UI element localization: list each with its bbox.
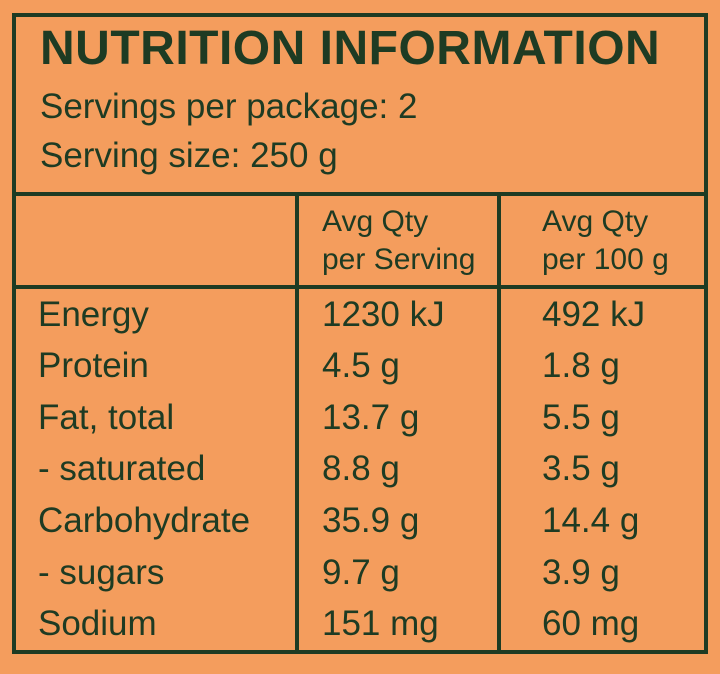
table-body: Energy 1230 kJ 492 kJ Protein 4.5 g 1.8 … xyxy=(16,289,704,650)
nutrient-name: Carbohydrate xyxy=(16,495,299,547)
nutrient-name: Protein xyxy=(16,340,299,393)
serving-size-line: Serving size: 250 g xyxy=(40,136,338,176)
value-per-serving: 1230 kJ xyxy=(299,289,501,341)
header-per-100g-line2: per 100 g xyxy=(542,242,669,276)
value-per-serving: 9.7 g xyxy=(299,546,501,599)
value-per-serving: 13.7 g xyxy=(299,392,501,444)
value-per-100g: 1.8 g xyxy=(542,346,620,386)
value-per-serving: 35.9 g xyxy=(299,495,501,547)
nutrient-name: Sodium xyxy=(16,598,299,650)
nutrition-panel: NUTRITION INFORMATION Servings per packa… xyxy=(12,13,708,654)
nutrient-name: - sugars xyxy=(16,546,299,599)
nutrient-name: Fat, total xyxy=(16,392,299,444)
value-per-100g: 492 kJ xyxy=(542,294,646,334)
header-per-serving-line2: per Serving xyxy=(322,242,476,276)
header-per-100g-column: Avg Qty per 100 g xyxy=(501,196,704,285)
panel-title: NUTRITION INFORMATION xyxy=(40,22,661,75)
servings-per-package-line: Servings per package: 2 xyxy=(40,87,418,127)
header-per-serving-line1: Avg Qty xyxy=(322,204,429,238)
nutrient-name: - saturated xyxy=(16,443,299,496)
header-per-serving-column: Avg Qty per Serving xyxy=(299,196,501,285)
header-per-100g-line1: Avg Qty xyxy=(542,204,649,238)
table-header-row: Avg Qty per Serving Avg Qty per 100 g xyxy=(16,192,704,289)
panel-header: NUTRITION INFORMATION Servings per packa… xyxy=(16,17,704,192)
value-per-serving: 8.8 g xyxy=(299,443,501,496)
value-per-serving: 151 mg xyxy=(299,598,501,650)
value-per-100g: 3.9 g xyxy=(542,552,620,592)
header-nutrient-column xyxy=(16,196,299,285)
nutrient-name: Energy xyxy=(16,289,299,341)
value-per-serving: 4.5 g xyxy=(299,340,501,393)
value-per-100g: 14.4 g xyxy=(542,501,640,541)
value-per-100g: 5.5 g xyxy=(542,397,620,437)
value-per-100g: 3.5 g xyxy=(542,449,620,489)
value-per-100g: 60 mg xyxy=(542,604,640,644)
